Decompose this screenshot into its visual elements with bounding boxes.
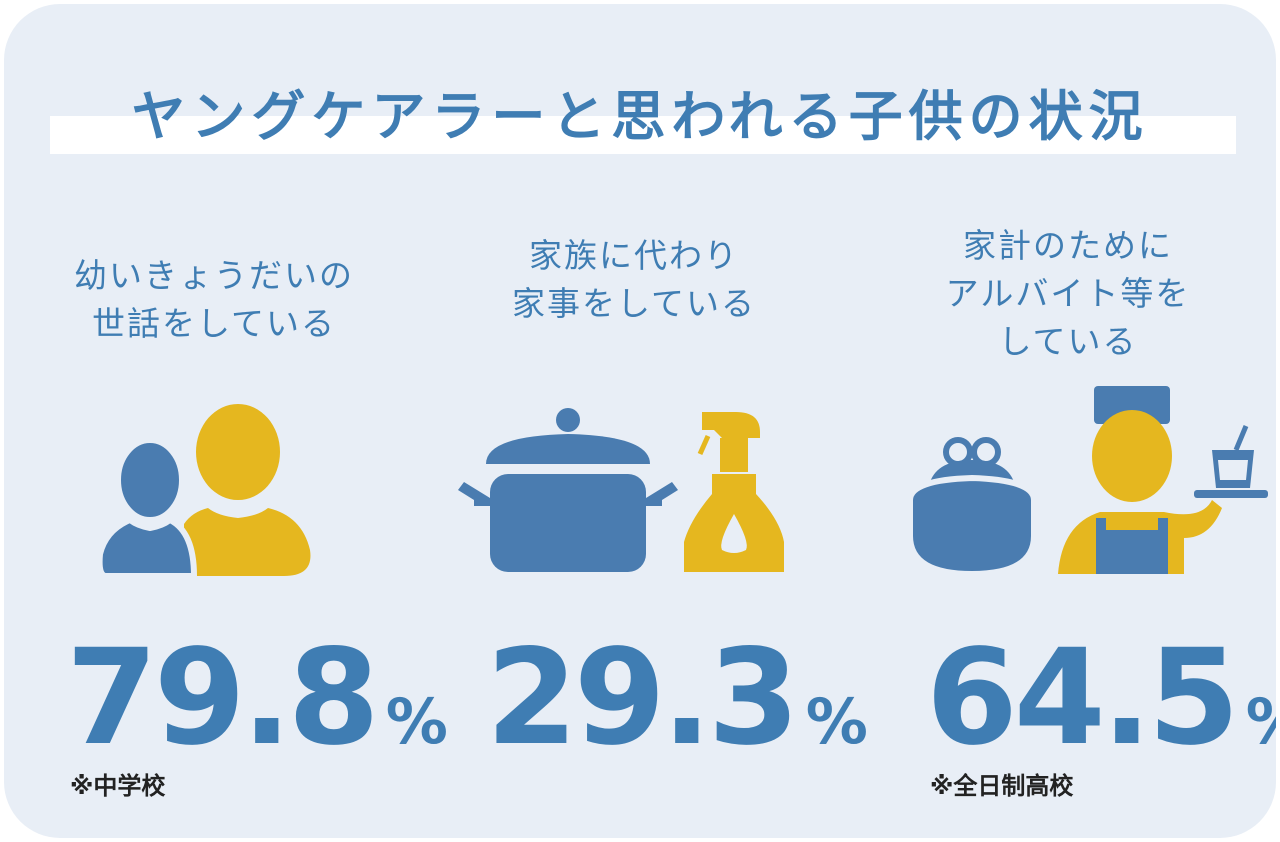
stat-label: 幼いきょうだいの 世話をしている <box>4 252 424 348</box>
stat-column-siblings: 幼いきょうだいの 世話をしている 79.8% ※中学校 <box>4 4 448 838</box>
stat-column-part-time: 家計のために アルバイト等を している 64.5% ※全日制高校 <box>864 4 1276 838</box>
stat-unit: % <box>805 685 868 758</box>
stat-number: 64.5 <box>926 621 1240 775</box>
stat-unit: % <box>1246 685 1276 758</box>
two-people-icon <box>100 404 311 576</box>
stat-number: 29.3 <box>486 621 800 775</box>
purse-and-waiter-icon <box>907 386 1268 576</box>
title-underline-band <box>50 116 1236 154</box>
pot-and-spray-icon <box>458 408 784 572</box>
stat-unit: % <box>385 685 448 758</box>
stat-column-housework: 家族に代わり 家事をしている 29.3% <box>424 4 868 838</box>
infographic-card: ヤングケアラーと思われる子供の状況 幼いきょうだいの 世話をしている 79.8%… <box>4 4 1276 838</box>
page-title: ヤングケアラーと思われる子供の状況 <box>131 85 1149 148</box>
stat-value: 29.3% <box>486 632 868 764</box>
stat-number: 79.8 <box>66 621 380 775</box>
stat-footnote: ※全日制高校 <box>930 772 1074 800</box>
stat-label-line: 家事をしている <box>511 284 756 323</box>
stat-label-line: している <box>998 322 1138 361</box>
stat-label-line: 家計のために <box>963 226 1173 265</box>
stat-label-line: 世話をしている <box>91 304 336 343</box>
stat-label-line: 家族に代わり <box>529 236 739 275</box>
stat-footnote: ※中学校 <box>70 772 166 800</box>
stat-label-line: 幼いきょうだいの <box>74 256 354 295</box>
stat-label: 家族に代わり 家事をしている <box>424 232 844 328</box>
stat-value: 64.5% <box>926 632 1276 764</box>
stat-label-line: アルバイト等を <box>945 274 1191 313</box>
stat-label: 家計のために アルバイト等を している <box>858 222 1276 366</box>
stat-value: 79.8% <box>66 632 448 764</box>
